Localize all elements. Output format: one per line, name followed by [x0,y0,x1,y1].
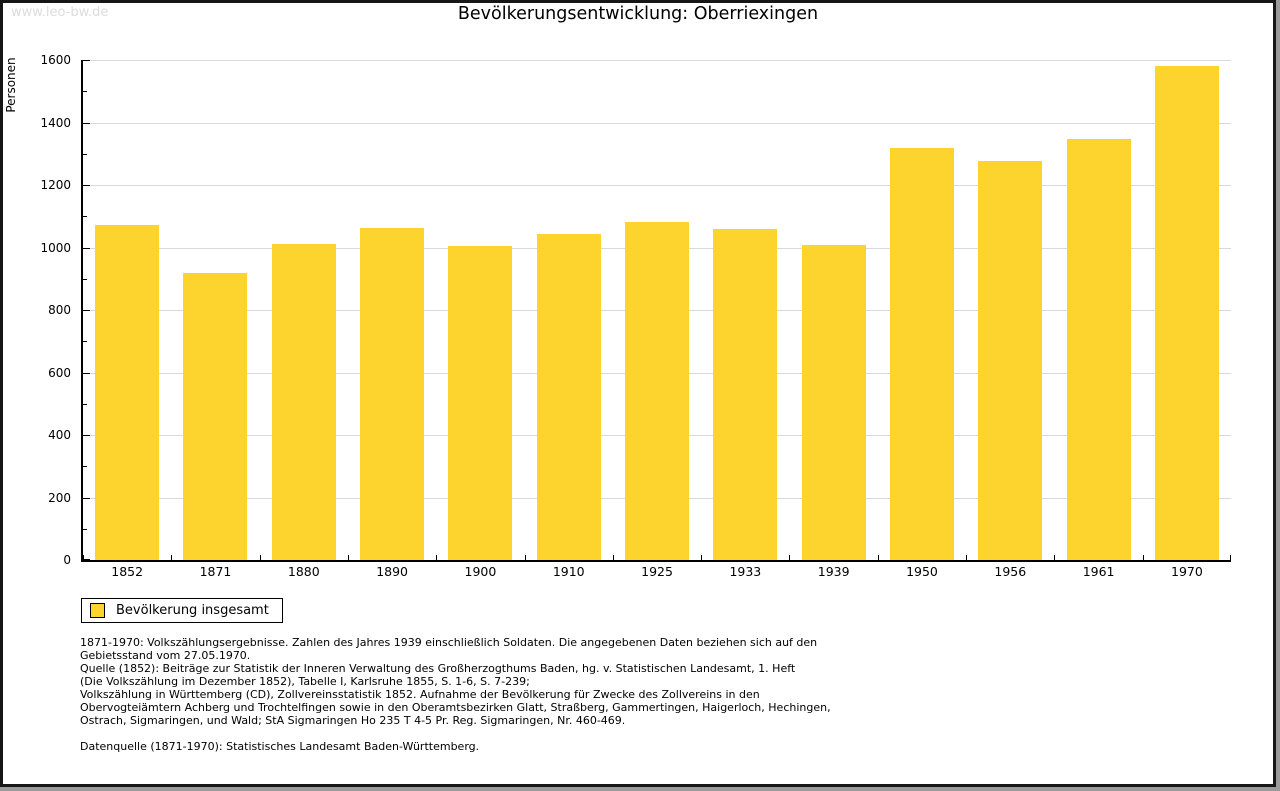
x-axis-tick [1230,555,1231,560]
x-axis-tick [701,555,702,560]
plot-area [81,60,1231,562]
x-tick-label: 1900 [464,564,497,579]
y-axis-tick [83,310,90,311]
x-axis-tick [966,555,967,560]
x-axis-tick [348,555,349,560]
y-axis-minor-tick [83,216,87,217]
footer-line [80,727,831,740]
bar-1956 [978,161,1042,560]
footer-line: Ostrach, Sigmaringen, und Wald; StA Sigm… [80,714,626,727]
x-tick-label: 1939 [817,564,850,579]
footer-line: Datenquelle (1871-1970): Statistisches L… [80,740,480,753]
y-axis-minor-tick [83,341,87,342]
bar-1880 [272,244,336,560]
footer-line: Quelle (1852): Beiträge zur Statistik de… [80,662,796,675]
y-tick-label: 200 [48,491,71,505]
y-tick-label: 600 [48,366,71,380]
x-tick-label: 1970 [1171,564,1203,579]
y-tick-label: 1000 [40,241,71,255]
y-tick-label: 1600 [40,53,71,67]
x-tick-label: 1950 [906,564,938,579]
bar-1900 [448,246,512,560]
y-axis-tick [83,559,90,560]
footer-line: Obervogteiämtern Achberg und Trochtelfin… [80,701,831,714]
legend-label: Bevölkerung insgesamt [116,603,269,618]
y-axis-minor-tick [83,91,87,92]
x-axis-tick [1054,555,1055,560]
y-axis-minor-tick [83,279,87,280]
y-tick-label: 1400 [40,116,71,130]
x-tick-label: 1871 [199,564,232,579]
x-axis-tick [525,555,526,560]
y-axis-minor-tick [83,404,87,405]
x-axis-tick [789,555,790,560]
legend: Bevölkerung insgesamt [81,598,283,623]
footer-line: Gebietsstand vom 27.05.1970. [80,649,251,662]
y-axis-tick [83,373,90,374]
page-title: Bevölkerungsentwicklung: Oberriexingen [457,4,819,24]
x-axis-tick [260,555,261,560]
x-axis-tick [171,555,172,560]
footer-line: Volkszählung in Württemberg (CD), Zollve… [80,688,760,701]
y-axis-tick [83,123,90,124]
y-tick-label: 1200 [40,178,71,192]
x-tick-label: 1933 [729,564,762,579]
y-axis-labels: 0 200 400 600 800 1000 1200 1400 1600 [0,53,74,567]
y-axis-tick [83,185,90,186]
x-tick-label: 1956 [994,564,1027,579]
x-axis-tick [436,555,437,560]
y-axis-minor-tick [83,154,87,155]
grid-line [83,123,1231,124]
grid-line [83,185,1231,186]
bar-1933 [713,229,777,560]
bar-1871 [183,273,247,560]
watermark-text: www.leo-bw.de [11,5,109,20]
x-tick-label: 1925 [641,564,673,579]
x-tick-label: 1961 [1082,564,1115,579]
x-axis-tick [1143,555,1144,560]
bar-1939 [802,245,866,560]
bar-1910 [537,234,601,560]
y-axis-tick [83,60,90,61]
y-axis-minor-tick [83,529,87,530]
bar-1961 [1067,139,1131,560]
bar-1890 [360,228,424,560]
x-tick-label: 1910 [552,564,585,579]
footer-notes: 1871-1970: Volkszählungsergebnisse. Zahl… [80,636,831,753]
x-tick-label: 1880 [287,564,320,579]
x-tick-label: 1852 [111,564,144,579]
y-tick-label: 800 [48,303,71,317]
y-tick-label: 0 [63,553,71,567]
y-axis-tick [83,248,90,249]
footer-line: (Die Volkszählung im Dezember 1852), Tab… [80,675,530,688]
y-axis-minor-tick [83,466,87,467]
bar-1852 [95,225,159,560]
x-axis-labels: 1852 1871 1880 1890 1900 1910 1925 1933 1939 1950… [83,564,1231,579]
x-tick-label: 1890 [376,564,408,579]
bar-1970 [1155,66,1219,560]
y-axis-tick [83,498,90,499]
grid-line [83,60,1231,61]
footer-line: 1871-1970: Volkszählungsergebnisse. Zahl… [80,636,818,649]
bar-1925 [625,222,689,560]
x-axis-tick [613,555,614,560]
y-axis-tick [83,435,90,436]
y-tick-label: 400 [48,428,71,442]
bar-1950 [890,148,954,560]
x-axis-tick [878,555,879,560]
legend-swatch-icon [90,603,105,618]
x-axis-tick [83,555,84,560]
